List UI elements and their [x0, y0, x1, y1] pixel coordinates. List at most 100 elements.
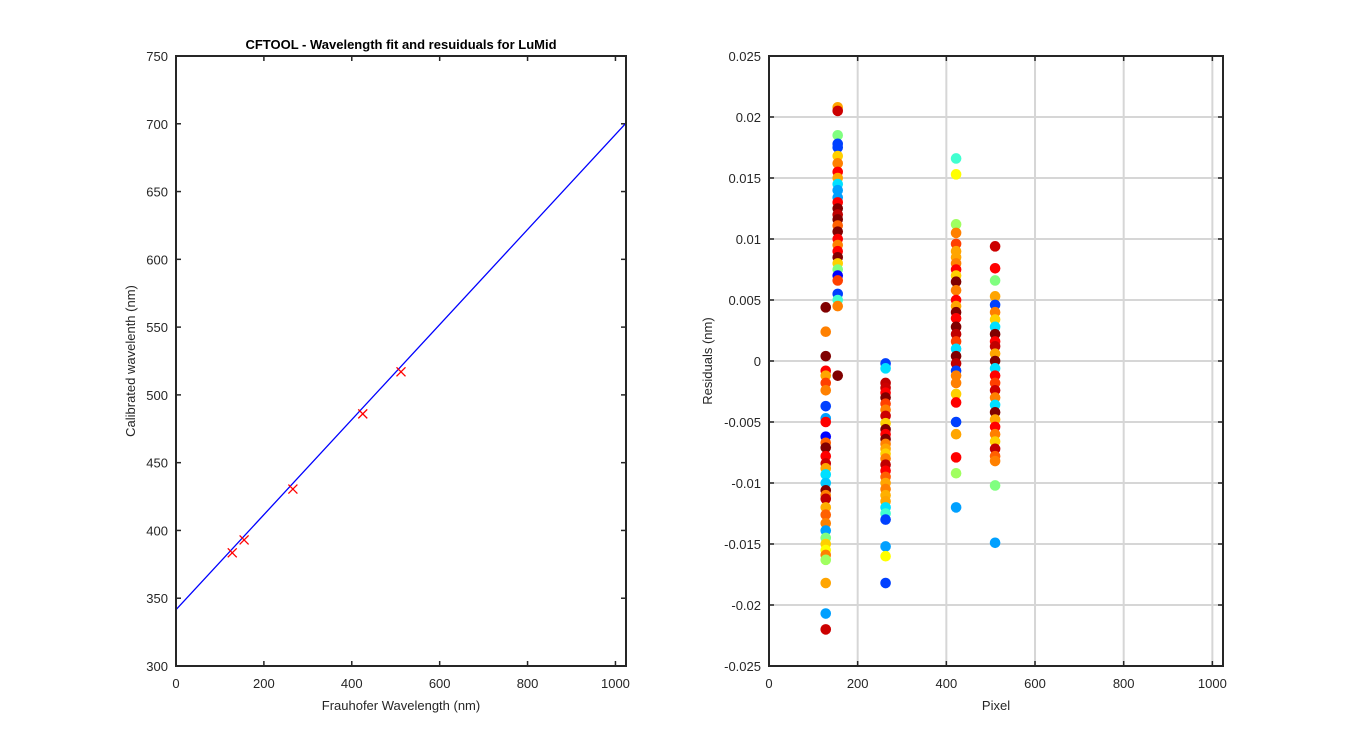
- residual-point: [880, 550, 891, 562]
- left-y-tick-labels: 300 350 400 450 500 550 600 650 700 750: [146, 49, 168, 674]
- residual-point: [950, 328, 962, 340]
- residual-point: [989, 399, 1001, 411]
- residual-point: [832, 300, 844, 312]
- residual-point: [820, 517, 832, 529]
- residual-point: [950, 343, 962, 355]
- residual-point: [832, 370, 844, 381]
- residual-point: [880, 514, 891, 525]
- left-chart-title: CFTOOL - Wavelength fit and resuiduals f…: [245, 37, 556, 52]
- residual-point: [989, 363, 1001, 374]
- residual-point: [820, 326, 832, 338]
- residual-point: [989, 436, 1001, 447]
- residual-point: [950, 452, 962, 463]
- right-y-tick-label: -0.005: [724, 415, 761, 430]
- left-y-tick-label: 350: [146, 591, 168, 606]
- residual-point: [989, 377, 1001, 389]
- residual-point: [880, 363, 891, 374]
- x-marker-stroke: [357, 408, 368, 419]
- residual-point: [989, 291, 1001, 302]
- residual-point: [989, 421, 1001, 433]
- right-x-tick-label: 1000: [1198, 676, 1227, 691]
- residual-point: [950, 502, 962, 513]
- right-y-tick-label: 0.005: [728, 293, 761, 308]
- residual-point: [989, 275, 1001, 286]
- left-x-tick-label: 800: [517, 676, 539, 691]
- right-x-tick-label: 600: [1024, 676, 1046, 691]
- right-y-axis-label: Residuals (nm): [700, 317, 715, 404]
- residual-point: [989, 537, 1001, 549]
- right-y-tick-label: 0.02: [736, 110, 761, 125]
- residual-point: [950, 377, 962, 389]
- residual-point: [989, 414, 1001, 425]
- residual-point: [820, 377, 832, 389]
- residual-point: [820, 509, 832, 521]
- residual-point: [989, 262, 1001, 274]
- residual-point: [950, 397, 962, 408]
- residual-point: [989, 392, 1001, 403]
- residual-point: [989, 443, 1001, 455]
- residual-point: [950, 388, 962, 400]
- right-y-tick-label: -0.025: [724, 659, 761, 674]
- residual-point: [820, 350, 832, 362]
- residual-point: [832, 142, 844, 153]
- residual-point: [950, 428, 962, 440]
- right-axes-box: [768, 55, 1224, 667]
- residual-point: [832, 226, 844, 237]
- residual-point: [989, 348, 1001, 359]
- x-marker-stroke: [396, 366, 406, 377]
- right-x-axis-label: Pixel: [982, 698, 1010, 713]
- residual-point: [820, 416, 832, 428]
- residual-point: [820, 624, 832, 635]
- residual-point: [820, 450, 832, 462]
- residual-point: [989, 355, 1001, 367]
- right-y-tick-label: 0.025: [728, 49, 761, 64]
- left-x-tick-labels: 0 200 400 600 800 1000: [172, 676, 630, 691]
- residual-point: [820, 400, 832, 412]
- residual-point: [820, 608, 832, 619]
- left-y-tick-label: 400: [146, 523, 168, 538]
- residual-point: [950, 276, 962, 288]
- right-y-tick-label: -0.01: [731, 476, 761, 491]
- right-x-tick-label: 0: [765, 676, 772, 691]
- residual-point: [820, 502, 832, 513]
- residual-point: [950, 336, 962, 347]
- residual-point: [989, 384, 1001, 396]
- residual-point: [820, 577, 832, 589]
- residual-point: [989, 480, 1001, 491]
- left-x-tick-label: 200: [253, 676, 275, 691]
- calibration-x-marker: [287, 484, 298, 495]
- residual-point: [880, 541, 891, 552]
- residual-point: [989, 455, 1001, 467]
- calibration-x-marker: [239, 534, 250, 545]
- residual-point: [989, 321, 1001, 333]
- residual-point: [950, 169, 962, 180]
- residual-point: [950, 227, 962, 239]
- left-axes-box: [175, 55, 627, 667]
- residual-point: [832, 184, 844, 196]
- x-marker-stroke: [227, 547, 238, 558]
- left-y-tick-label: 600: [146, 252, 168, 267]
- right-y-tick-labels: -0.025 -0.02 -0.015 -0.01 -0.005 0 0.005 0.01 0.…: [724, 49, 761, 674]
- residual-point: [950, 321, 962, 333]
- residual-point: [950, 153, 962, 164]
- residual-point: [989, 341, 1001, 352]
- residual-point: [989, 314, 1001, 325]
- left-data-marks: [175, 122, 627, 611]
- residuals-plot: 0 200 400 600 800 1000 -0.025 -0.02 -0.015 -0.01…: [700, 49, 1227, 713]
- residual-point: [832, 158, 844, 169]
- residual-point: [989, 406, 1001, 418]
- residual-point: [820, 477, 832, 489]
- residual-point: [950, 358, 962, 369]
- right-x-tick-label: 800: [1113, 676, 1135, 691]
- left-y-axis-label: Calibrated wavelenth (nm): [123, 285, 138, 437]
- residual-point: [989, 299, 1001, 311]
- calibration-x-marker: [357, 408, 368, 419]
- calibration-x-marker: [396, 366, 406, 377]
- residual-point: [820, 554, 832, 566]
- x-marker-stroke: [287, 484, 298, 495]
- right-y-tick-label: 0.015: [728, 171, 761, 186]
- residual-point: [880, 577, 891, 589]
- left-x-axis-label: Frauhofer Wavelength (nm): [322, 698, 480, 713]
- residual-point: [989, 370, 1001, 381]
